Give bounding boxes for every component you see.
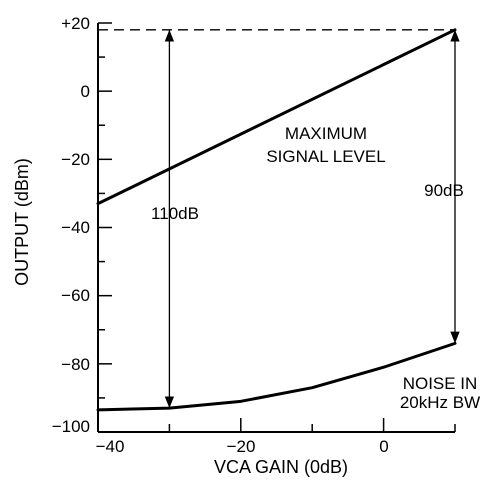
y-tick-label: 0 (81, 82, 90, 101)
y-axis-ticks (98, 22, 112, 433)
noise-label: NOISE IN (403, 374, 478, 393)
x-tick-label: −20 (227, 437, 256, 456)
x-axis-ticks (168, 418, 456, 432)
max-signal-label: SIGNAL LEVEL (266, 147, 385, 166)
y-tick-label: −80 (61, 355, 90, 374)
right-span-label: 90dB (424, 181, 464, 200)
noise-label: 20kHz BW (400, 393, 480, 412)
plot-marks (96, 28, 460, 412)
y-tick-label: −40 (61, 218, 90, 237)
y-tick-label: −20 (61, 150, 90, 169)
x-tick-label: −40 (96, 437, 125, 456)
y-tick-label: −60 (61, 286, 90, 305)
y-tick-label: +20 (61, 14, 90, 33)
x-tick-label: 0 (379, 437, 388, 456)
y-tick-label: −100 (52, 417, 90, 436)
max-signal-line (96, 28, 457, 206)
y-axis-title: OUTPUT (dBm) (12, 158, 32, 286)
left-span-label: 110dB (151, 204, 199, 223)
x-axis-title: VCA GAIN (0dB) (214, 457, 348, 477)
noise-floor-curve (96, 341, 457, 412)
max-signal-label: MAXIMUM (285, 124, 367, 143)
